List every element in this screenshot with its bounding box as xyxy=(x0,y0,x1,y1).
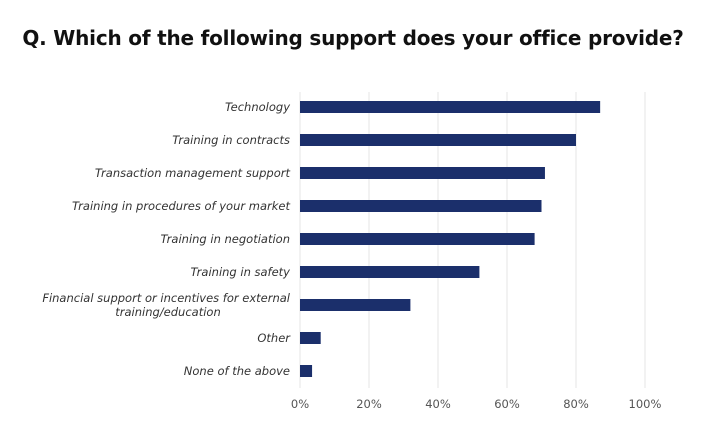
x-tick-label: 80% xyxy=(563,397,589,411)
bar xyxy=(300,299,411,311)
bar xyxy=(300,167,545,179)
bar xyxy=(300,365,313,377)
category-label: Training in contracts xyxy=(172,133,290,147)
bar xyxy=(300,101,601,113)
bar xyxy=(300,266,480,278)
bar xyxy=(300,134,576,146)
bar xyxy=(300,233,535,245)
category-label: Training in safety xyxy=(191,265,291,279)
x-tick-label: 20% xyxy=(356,397,382,411)
category-label: Technology xyxy=(225,100,290,114)
x-tick-label: 60% xyxy=(494,397,520,411)
category-label: None of the above xyxy=(184,364,290,378)
x-tick-label: 100% xyxy=(629,397,662,411)
category-label: Training in negotiation xyxy=(161,232,290,246)
category-label: Transaction management support xyxy=(95,166,291,180)
chart-title: Q. Which of the following support does y… xyxy=(22,26,684,50)
category-label: Financial support or incentives for exte… xyxy=(42,291,290,305)
x-tick-label: 0% xyxy=(291,397,309,411)
category-label: Other xyxy=(257,331,291,345)
category-label: Training in procedures of your market xyxy=(72,199,290,213)
x-tick-label: 40% xyxy=(425,397,451,411)
bar xyxy=(300,332,321,344)
category-label: training/education xyxy=(115,305,221,319)
bar xyxy=(300,200,542,212)
